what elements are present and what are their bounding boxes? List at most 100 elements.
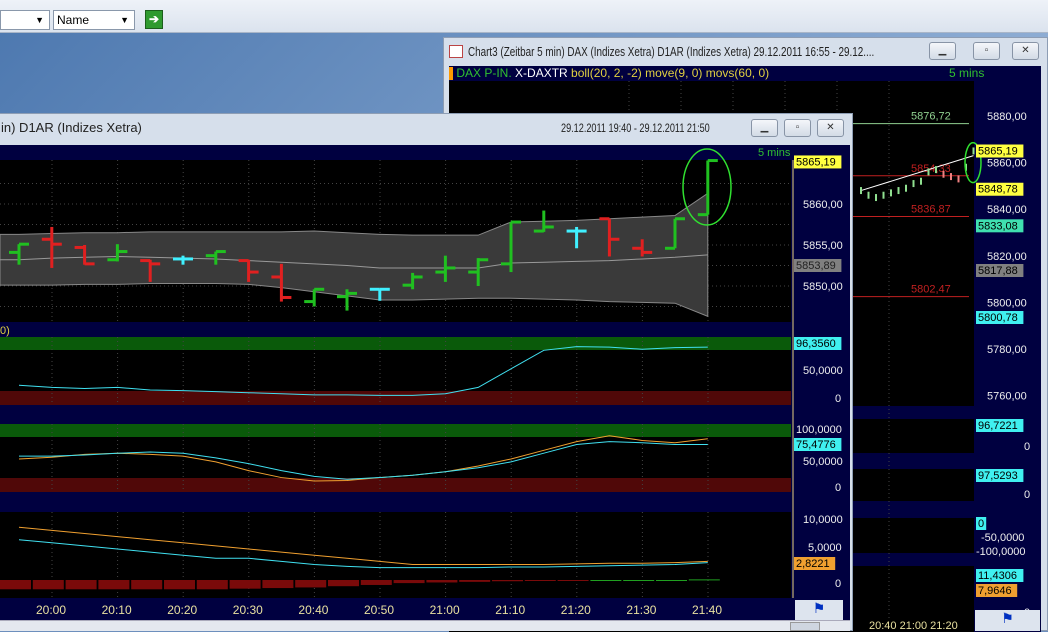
level-label: 5802,47 — [911, 284, 951, 296]
horizontal-scrollbar[interactable] — [0, 620, 850, 631]
window-title-bar[interactable]: in) D1AR (Indizes Xetra) 29.12.2011 19:4… — [1, 120, 710, 135]
window-title-bar[interactable]: Chart3 (Zeitbar 5 min) DAX (Indizes Xetr… — [444, 38, 924, 68]
ohlc-bar — [533, 210, 554, 233]
ohlc-bar — [665, 217, 685, 250]
price-tag-bg — [976, 311, 1024, 324]
panel2-scale: 50,0000 — [803, 456, 843, 468]
time-axis-label: 20:50 — [364, 603, 394, 617]
panel-scale-label: 0 — [1024, 489, 1030, 501]
histogram-bar — [164, 580, 195, 590]
ohlc-bar — [697, 159, 718, 217]
panel1-value-tag: 96,3560 — [796, 338, 836, 350]
ohlc-bar — [74, 245, 95, 266]
oversold-band — [0, 391, 791, 405]
panel-value-tag: 96,7221 — [978, 420, 1018, 432]
ohlc-bar — [107, 244, 128, 262]
last-price-tag: 5865,19 — [796, 156, 836, 168]
panel-value-tag: 11,4306 — [978, 570, 1017, 582]
flag-icon[interactable]: ⚑ — [795, 600, 843, 620]
ohlc-bar — [501, 220, 521, 273]
chart3-close-button[interactable]: ✕ — [1012, 42, 1039, 60]
last-price-tag-bg — [794, 155, 842, 169]
mid-band-tag: 5853,89 — [796, 260, 836, 272]
panel-value-tag-bg — [976, 569, 1024, 582]
ohlc-bar — [632, 239, 653, 257]
price-chart[interactable]: 5 mins 0) 5860,00 5855,00 5850,00 5865,19 5853… — [0, 145, 850, 620]
time-axis-label: 21:30 — [626, 603, 656, 617]
ohlc-bar — [238, 259, 259, 282]
histogram-bar — [131, 580, 163, 590]
ohlc-bar — [41, 226, 62, 268]
price-scale-label: 5840,00 — [987, 204, 1027, 216]
chart-app-icon — [449, 45, 463, 58]
price-scale-label: 5820,00 — [987, 251, 1027, 263]
ohlc-bar — [173, 255, 193, 265]
histogram-bar — [590, 580, 622, 581]
histogram-bar — [492, 580, 523, 582]
histogram-bar — [98, 580, 130, 590]
level-label: 5876,72 — [911, 111, 951, 123]
time-axis-label: 20:10 — [102, 603, 132, 617]
annotation-circle — [682, 148, 732, 226]
histogram-bar — [557, 580, 589, 581]
histogram-bar — [0, 580, 31, 590]
go-button[interactable]: ➔ — [145, 10, 163, 29]
chart3-maximize-button[interactable]: ▫ — [973, 42, 1000, 60]
panel-value-tag-bg — [976, 469, 1024, 482]
panel-value-tag: 0 — [978, 518, 984, 530]
panel2-scale: 0 — [835, 482, 841, 494]
histogram-bar — [656, 580, 687, 581]
interval-label: 5 mins — [758, 147, 791, 159]
bollinger-mid-line — [0, 254, 708, 269]
indicator2-orange-line — [18, 435, 708, 482]
price-tag: 5817,88 — [978, 265, 1018, 277]
price-tag-bg — [976, 219, 1024, 233]
scrollbar-thumb[interactable] — [790, 622, 820, 631]
indicator1-line — [18, 346, 708, 396]
ohlc-bar — [337, 289, 357, 311]
chart3-time-axis: 20:40 21:00 21:20 — [869, 620, 958, 632]
panel-scale-label: 0 — [1024, 441, 1030, 453]
price-scale-label: 5760,00 — [987, 391, 1027, 403]
histogram-bar — [262, 580, 294, 589]
histogram-bar — [65, 580, 97, 590]
histogram-bar — [32, 580, 64, 590]
toolbar: ▼ Name ▼ ➔ — [0, 0, 1048, 33]
panel3-scale: 5,0000 — [808, 542, 842, 554]
price-scale-label: 5800,00 — [987, 297, 1027, 309]
indicator3-orange-line — [18, 526, 708, 565]
price-scale-label: 5780,00 — [987, 344, 1027, 356]
symbol-dropdown[interactable]: ▼ — [0, 10, 50, 30]
time-axis-label: 21:20 — [561, 603, 591, 617]
panel-value-tag: 97,5293 — [978, 470, 1018, 482]
panel1-scale: 50,0000 — [803, 365, 843, 377]
close-button[interactable]: ✕ — [817, 119, 844, 137]
panel-value-tag-bg — [976, 517, 987, 530]
ohlc-bar — [369, 287, 390, 301]
minimize-button[interactable]: ▁ — [751, 119, 778, 137]
panel3-scale: 10,0000 — [803, 514, 843, 526]
chevron-down-icon: ▼ — [120, 15, 129, 25]
histogram-bar — [426, 580, 458, 583]
chart3-flag-icon[interactable]: ⚑ — [975, 610, 1040, 631]
time-axis-label: 20:20 — [167, 603, 197, 617]
histogram-bar — [623, 580, 655, 581]
chart3-minimize-button[interactable]: ▁ — [929, 42, 956, 60]
panel-scale-label: -100,0000 — [976, 546, 1026, 558]
bollinger-band — [0, 192, 709, 318]
indicator-label: 0) — [0, 325, 10, 337]
price-tag: 5800,78 — [978, 312, 1018, 324]
price-tag: 5848,78 — [978, 184, 1018, 196]
name-dropdown[interactable]: Name ▼ — [53, 10, 135, 30]
histogram-bar — [524, 580, 556, 581]
panel3-value-tag-bg — [794, 557, 836, 570]
panel-value-tag: 7,9646 — [978, 585, 1012, 597]
histogram-bar — [295, 580, 327, 588]
ohlc-bar — [435, 255, 456, 282]
ohlc-bar — [599, 217, 620, 257]
panel-value-tag-bg — [976, 584, 1018, 597]
histogram-bar — [459, 580, 491, 582]
histogram-bar — [328, 580, 359, 587]
time-axis-label: 20:00 — [36, 603, 66, 617]
maximize-button[interactable]: ▫ — [784, 119, 811, 137]
